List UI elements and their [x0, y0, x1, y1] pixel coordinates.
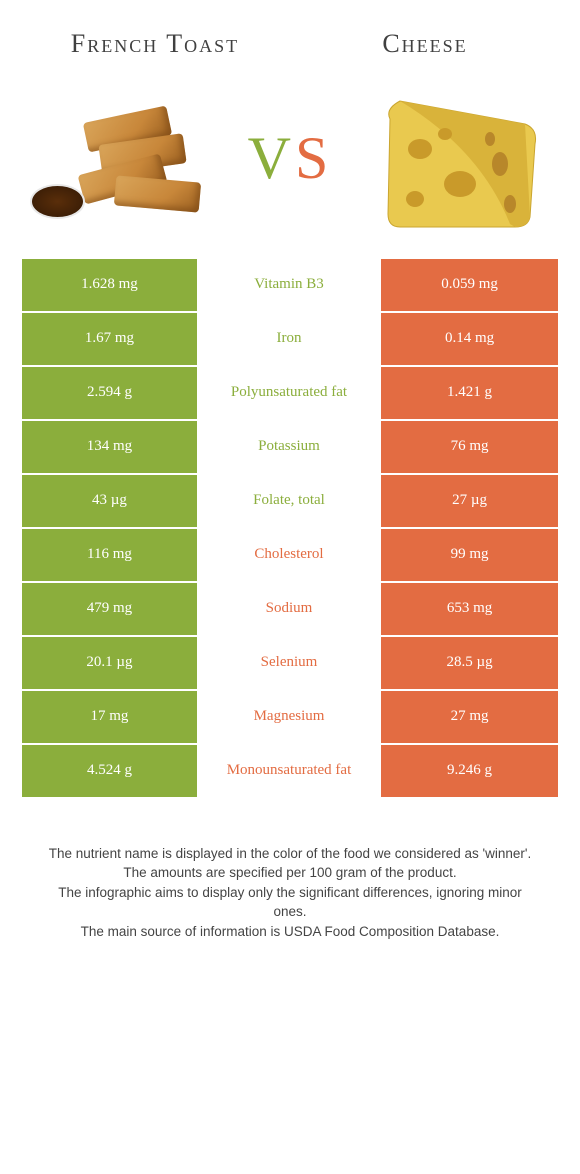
table-row: 1.67 mgIron0.14 mg: [22, 313, 558, 367]
footer-notes: The nutrient name is displayed in the co…: [0, 799, 580, 942]
nutrient-label: Folate, total: [199, 475, 381, 527]
french-toast-image: [30, 89, 210, 229]
table-row: 116 mgCholesterol99 mg: [22, 529, 558, 583]
right-value: 99 mg: [381, 529, 558, 581]
nutrient-label: Selenium: [199, 637, 381, 689]
vs-s: S: [295, 124, 332, 193]
header: French Toast Cheese: [0, 0, 580, 69]
nutrient-label: Potassium: [199, 421, 381, 473]
images-row: VS: [0, 69, 580, 259]
left-food-title: French Toast: [55, 30, 255, 59]
right-value: 653 mg: [381, 583, 558, 635]
left-value: 43 µg: [22, 475, 199, 527]
cheese-image: [370, 89, 550, 229]
left-value: 116 mg: [22, 529, 199, 581]
table-row: 479 mgSodium653 mg: [22, 583, 558, 637]
table-row: 20.1 µgSelenium28.5 µg: [22, 637, 558, 691]
table-row: 1.628 mgVitamin B30.059 mg: [22, 259, 558, 313]
footer-line: The infographic aims to display only the…: [40, 883, 540, 922]
nutrient-label: Monounsaturated fat: [199, 745, 381, 797]
left-value: 134 mg: [22, 421, 199, 473]
left-value: 1.67 mg: [22, 313, 199, 365]
left-value: 1.628 mg: [22, 259, 199, 311]
table-row: 134 mgPotassium76 mg: [22, 421, 558, 475]
right-value: 27 mg: [381, 691, 558, 743]
table-row: 43 µgFolate, total27 µg: [22, 475, 558, 529]
left-value: 17 mg: [22, 691, 199, 743]
nutrient-label: Vitamin B3: [199, 259, 381, 311]
table-row: 2.594 gPolyunsaturated fat1.421 g: [22, 367, 558, 421]
left-value: 20.1 µg: [22, 637, 199, 689]
right-value: 76 mg: [381, 421, 558, 473]
nutrient-label: Polyunsaturated fat: [199, 367, 381, 419]
right-value: 0.14 mg: [381, 313, 558, 365]
vs-label: VS: [248, 124, 333, 193]
table-row: 17 mgMagnesium27 mg: [22, 691, 558, 745]
left-value: 4.524 g: [22, 745, 199, 797]
nutrient-label: Cholesterol: [199, 529, 381, 581]
right-value: 1.421 g: [381, 367, 558, 419]
nutrient-label: Iron: [199, 313, 381, 365]
left-value: 479 mg: [22, 583, 199, 635]
table-row: 4.524 gMonounsaturated fat9.246 g: [22, 745, 558, 799]
footer-line: The amounts are specified per 100 gram o…: [40, 863, 540, 883]
nutrient-label: Sodium: [199, 583, 381, 635]
vs-v: V: [248, 124, 295, 193]
right-value: 9.246 g: [381, 745, 558, 797]
right-value: 27 µg: [381, 475, 558, 527]
right-value: 28.5 µg: [381, 637, 558, 689]
footer-line: The main source of information is USDA F…: [40, 922, 540, 942]
footer-line: The nutrient name is displayed in the co…: [40, 844, 540, 864]
right-food-title: Cheese: [325, 30, 525, 59]
left-value: 2.594 g: [22, 367, 199, 419]
right-value: 0.059 mg: [381, 259, 558, 311]
comparison-table: 1.628 mgVitamin B30.059 mg1.67 mgIron0.1…: [22, 259, 558, 799]
nutrient-label: Magnesium: [199, 691, 381, 743]
